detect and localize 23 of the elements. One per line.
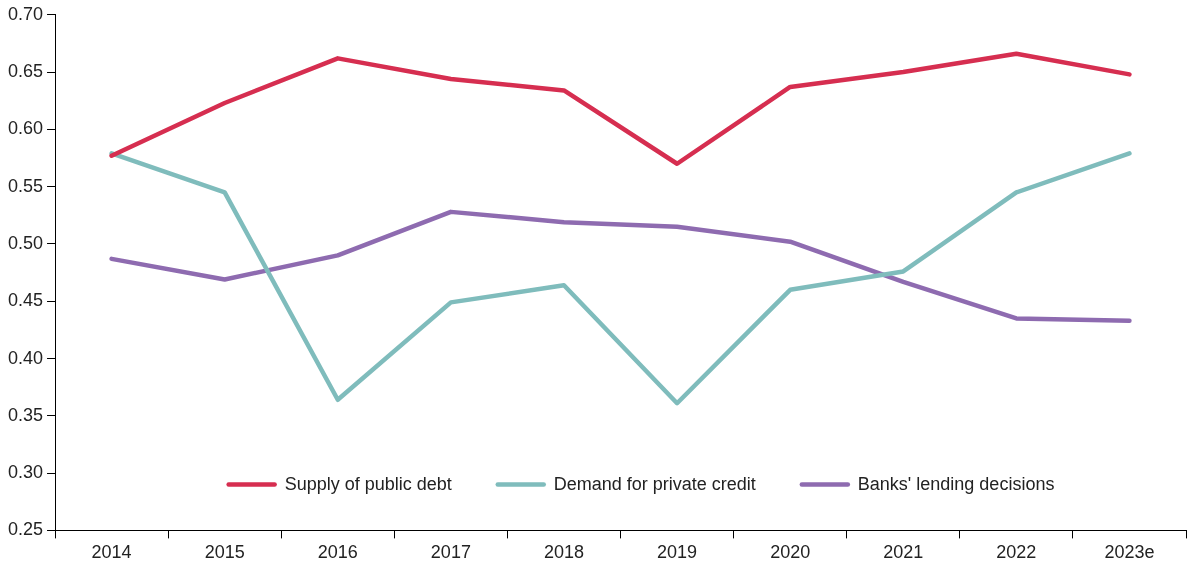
x-tick-label: 2015 xyxy=(204,542,245,563)
y-tick-label: 0.40 xyxy=(7,347,44,368)
y-tick-label: 0.70 xyxy=(7,3,44,24)
y-tick-label: 0.60 xyxy=(7,118,44,139)
y-tick-label: 0.25 xyxy=(7,519,44,540)
legend-label: Supply of public debt xyxy=(284,474,452,495)
legend-label: Demand for private credit xyxy=(553,474,756,495)
y-tick-label: 0.50 xyxy=(7,232,44,253)
x-tick-label: 2016 xyxy=(317,542,358,563)
y-tick-label: 0.65 xyxy=(7,61,44,82)
y-tick-label: 0.30 xyxy=(7,462,44,483)
x-tick-label: 2014 xyxy=(91,542,132,563)
x-tick-label: 2019 xyxy=(657,542,698,563)
x-tick-label: 2017 xyxy=(430,542,471,563)
y-tick-label: 0.55 xyxy=(7,175,44,196)
x-tick-label: 2022 xyxy=(996,542,1037,563)
x-tick-label: 2018 xyxy=(543,542,584,563)
y-tick-label: 0.45 xyxy=(7,290,44,311)
y-tick-label: 0.35 xyxy=(7,404,44,425)
legend-label: Banks' lending decisions xyxy=(857,474,1055,495)
x-tick-label: 2023e xyxy=(1104,542,1155,563)
x-tick-label: 2020 xyxy=(770,542,811,563)
x-tick-label: 2021 xyxy=(883,542,924,563)
